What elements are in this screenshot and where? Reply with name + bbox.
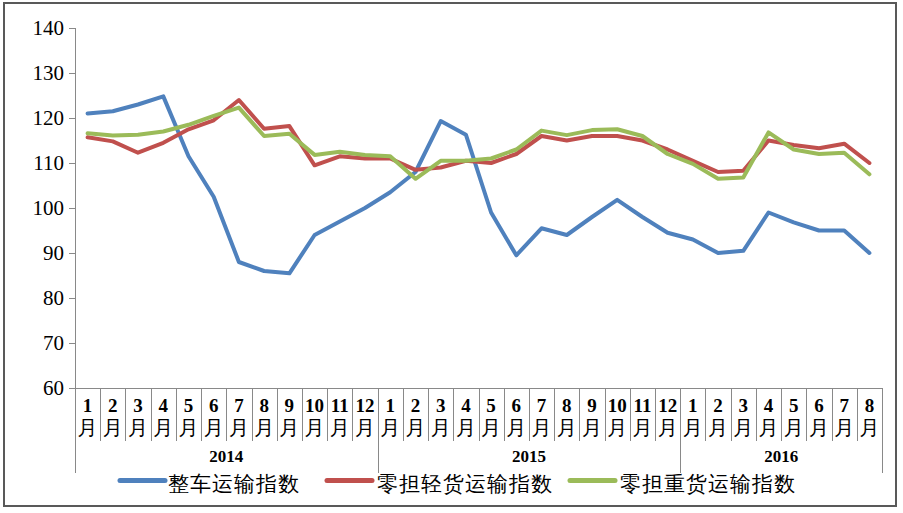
legend-label-1: 零担轻货运输指数 — [377, 472, 553, 496]
month-label-number: 4 — [764, 395, 774, 416]
month-label-number: 9 — [285, 395, 295, 416]
month-label-suffix: 月 — [834, 417, 854, 439]
legend-label-2: 零担重货运输指数 — [620, 472, 796, 496]
month-label-number: 10 — [305, 395, 324, 416]
month-label-number: 5 — [486, 395, 496, 416]
y-tick-label: 90 — [43, 241, 64, 265]
y-tick-label: 110 — [33, 151, 64, 175]
y-tick-label: 70 — [43, 331, 64, 355]
month-label-suffix: 月 — [103, 417, 123, 439]
month-label-suffix: 月 — [355, 417, 375, 439]
month-label-suffix: 月 — [431, 417, 451, 439]
month-label-number: 8 — [865, 395, 875, 416]
y-tick-label: 140 — [33, 16, 65, 40]
month-label-suffix: 月 — [153, 417, 173, 439]
month-label-suffix: 月 — [683, 417, 703, 439]
month-label-number: 2 — [108, 395, 118, 416]
month-label-suffix: 月 — [254, 417, 274, 439]
month-label-number: 3 — [436, 395, 446, 416]
legend-label-0: 整车运输指数 — [168, 472, 300, 496]
month-label-number: 7 — [537, 395, 547, 416]
month-label-suffix: 月 — [582, 417, 602, 439]
month-label-number: 5 — [184, 395, 194, 416]
line-chart: 607080901001101201301401月2月3月4月5月6月7月8月9… — [0, 0, 903, 513]
month-label-suffix: 月 — [204, 417, 224, 439]
month-label-suffix: 月 — [658, 417, 678, 439]
month-label-number: 1 — [385, 395, 395, 416]
y-tick-label: 100 — [33, 196, 65, 220]
legend: 整车运输指数 零担轻货运输指数 零担重货运输指数 — [120, 472, 796, 496]
month-label-suffix: 月 — [380, 417, 400, 439]
month-label-suffix: 月 — [759, 417, 779, 439]
month-label-number: 9 — [587, 395, 597, 416]
month-label-suffix: 月 — [178, 417, 198, 439]
month-label-number: 4 — [461, 395, 471, 416]
y-tick-label: 60 — [43, 376, 64, 400]
month-label-number: 12 — [356, 395, 375, 416]
month-label-number: 5 — [789, 395, 799, 416]
y-tick-label: 80 — [43, 286, 64, 310]
year-label: 2016 — [764, 447, 798, 466]
month-label-number: 12 — [658, 395, 677, 416]
month-label-number: 4 — [159, 395, 169, 416]
month-label-number: 2 — [713, 395, 723, 416]
year-label: 2015 — [512, 447, 546, 466]
month-label-suffix: 月 — [557, 417, 577, 439]
month-label-number: 2 — [411, 395, 421, 416]
month-label-number: 6 — [209, 395, 219, 416]
month-label-number: 1 — [688, 395, 698, 416]
month-label-suffix: 月 — [78, 417, 98, 439]
month-label-number: 10 — [608, 395, 627, 416]
month-label-suffix: 月 — [279, 417, 299, 439]
month-label-number: 8 — [259, 395, 269, 416]
month-label-number: 3 — [739, 395, 749, 416]
month-label-suffix: 月 — [733, 417, 753, 439]
month-label-suffix: 月 — [708, 417, 728, 439]
month-label-suffix: 月 — [330, 417, 350, 439]
y-tick-label: 130 — [33, 61, 65, 85]
month-label-number: 7 — [234, 395, 244, 416]
month-label-suffix: 月 — [809, 417, 829, 439]
month-label-number: 11 — [633, 395, 651, 416]
month-label-suffix: 月 — [128, 417, 148, 439]
month-label-number: 8 — [562, 395, 572, 416]
year-label: 2014 — [209, 447, 244, 466]
month-label-number: 1 — [83, 395, 93, 416]
month-label-number: 3 — [133, 395, 143, 416]
month-label-suffix: 月 — [607, 417, 627, 439]
month-label-suffix: 月 — [305, 417, 325, 439]
month-label-suffix: 月 — [506, 417, 526, 439]
month-label-suffix: 月 — [859, 417, 879, 439]
month-label-number: 6 — [512, 395, 522, 416]
month-label-number: 7 — [839, 395, 849, 416]
chart-container: 607080901001101201301401月2月3月4月5月6月7月8月9… — [0, 0, 903, 513]
month-label-number: 11 — [331, 395, 349, 416]
y-tick-label: 120 — [33, 106, 65, 130]
month-label-suffix: 月 — [481, 417, 501, 439]
month-label-suffix: 月 — [229, 417, 249, 439]
month-label-suffix: 月 — [532, 417, 552, 439]
month-label-suffix: 月 — [784, 417, 804, 439]
month-label-number: 6 — [814, 395, 824, 416]
month-label-suffix: 月 — [456, 417, 476, 439]
month-label-suffix: 月 — [632, 417, 652, 439]
month-label-suffix: 月 — [405, 417, 425, 439]
